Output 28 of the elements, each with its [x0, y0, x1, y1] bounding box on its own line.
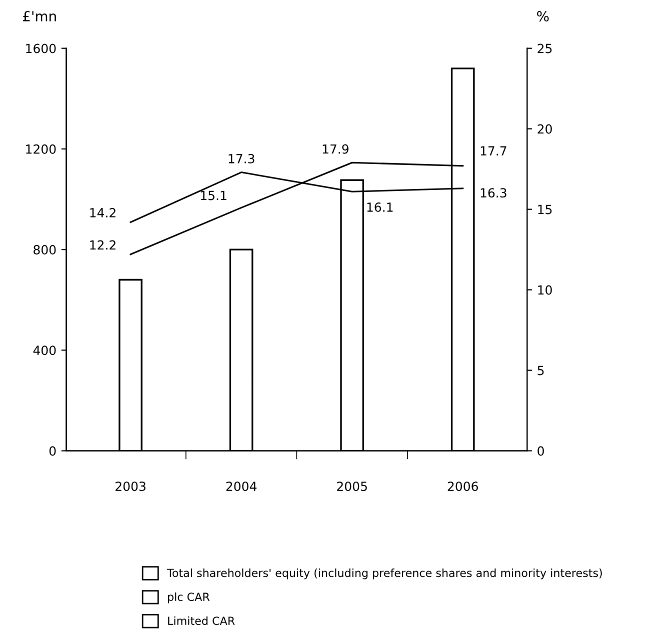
data-label: 16.3 — [480, 188, 506, 198]
y2-axis-title: % — [537, 10, 549, 22]
data-label: 17.9 — [322, 144, 348, 154]
legend-label: Total shareholders' equity (including preference shares and minority interests) — [167, 568, 602, 580]
data-label: 15.1 — [200, 190, 226, 200]
data-label: 14.2 — [90, 208, 116, 218]
data-label: 16.1 — [367, 202, 393, 212]
legend-label: Limited CAR — [168, 616, 235, 625]
y2-tick-label: 25 — [538, 44, 552, 54]
data-label: 17.3 — [228, 154, 254, 164]
legend-label: plc CAR — [168, 592, 210, 604]
y2-tick-label: 0 — [538, 446, 544, 456]
y2-tick-label: 15 — [538, 204, 552, 214]
y-axis-title: £'mn — [22, 10, 56, 22]
x-tick-label: 2006 — [448, 482, 478, 492]
y-tick-label: 1200 — [26, 144, 56, 154]
x-tick-label: 2003 — [116, 482, 146, 492]
data-label: 17.7 — [480, 146, 506, 156]
y-tick-label: 800 — [34, 245, 56, 254]
x-tick-label: 2004 — [226, 482, 257, 492]
y-tick-label: 400 — [33, 346, 56, 356]
data-label: 12.2 — [90, 240, 116, 250]
y-tick-label: 1600 — [26, 44, 56, 54]
y2-tick-label: 5 — [538, 366, 544, 376]
y-tick-label: 0 — [49, 446, 56, 456]
x-tick-label: 2005 — [337, 482, 367, 492]
y2-tick-label: 20 — [538, 124, 552, 134]
y2-tick-label: 10 — [538, 285, 552, 295]
